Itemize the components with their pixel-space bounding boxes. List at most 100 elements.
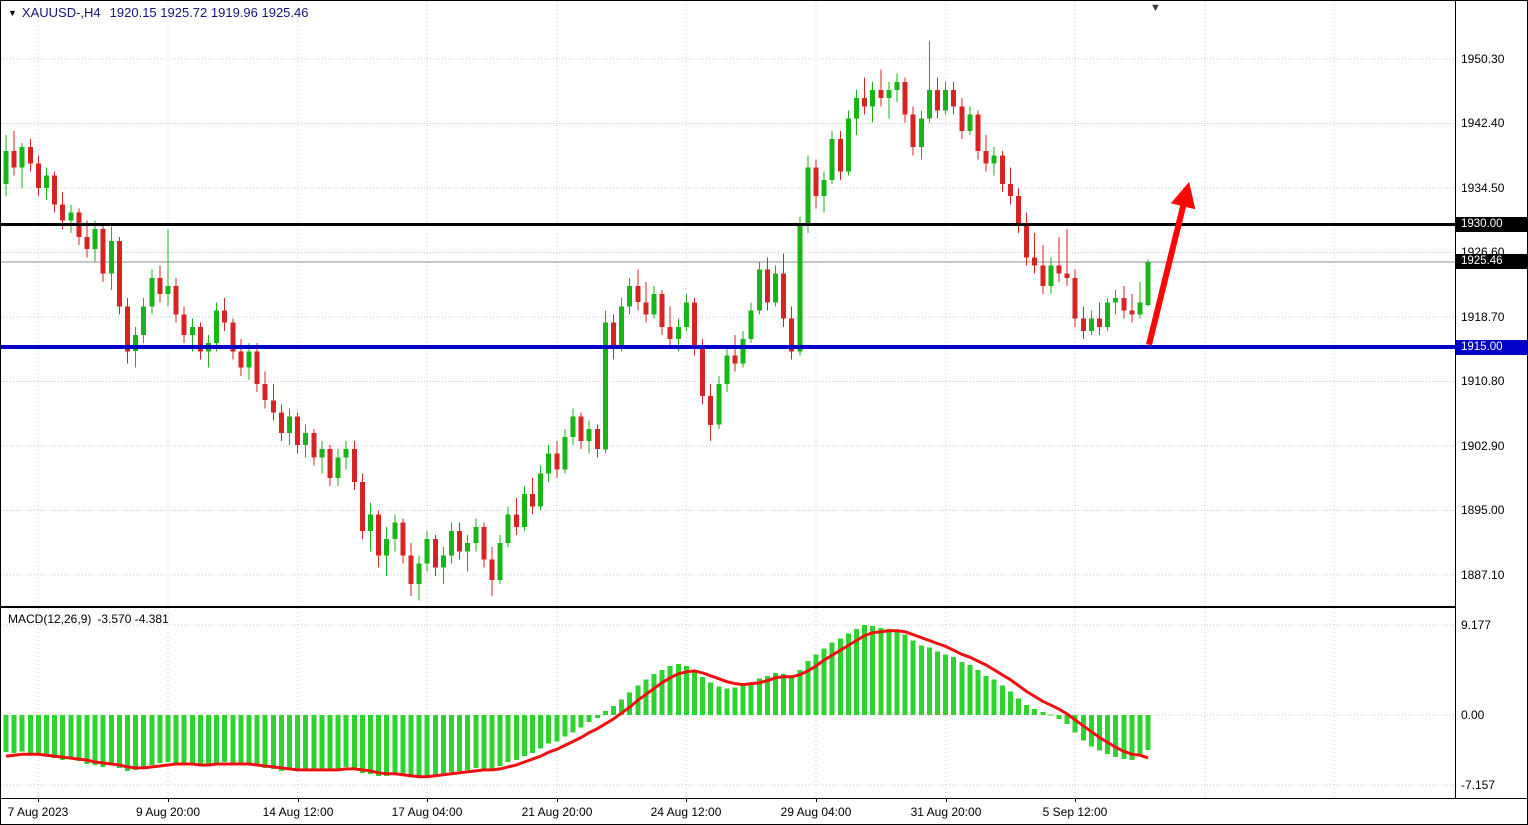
candle bbox=[594, 424, 600, 458]
macd-histogram-bar bbox=[789, 675, 795, 715]
candle bbox=[165, 228, 171, 307]
macd-histogram-bar bbox=[854, 628, 859, 715]
price-tick-label: 1934.50 bbox=[1461, 181, 1505, 195]
candle bbox=[457, 522, 463, 560]
candle bbox=[489, 547, 495, 597]
candle bbox=[262, 371, 268, 409]
time-scale[interactable]: 7 Aug 2023 9 Aug 20:00 14 Aug 12:00 17 Aug … bbox=[1, 798, 1527, 824]
time-tick bbox=[427, 799, 428, 802]
candle bbox=[303, 424, 309, 458]
candle bbox=[327, 445, 333, 486]
macd-histogram-bar bbox=[821, 648, 827, 715]
macd-histogram-bar bbox=[659, 669, 665, 715]
macd-histogram-bar bbox=[52, 715, 58, 759]
macd-histogram-bar bbox=[764, 675, 770, 715]
macd-histogram-bar bbox=[1129, 715, 1135, 761]
macd-histogram-bar bbox=[845, 633, 851, 715]
candle bbox=[270, 383, 276, 421]
macd-histogram-bar bbox=[813, 654, 819, 716]
candle bbox=[635, 269, 641, 311]
price-marker-current: 1925.46 bbox=[1456, 254, 1527, 269]
candle bbox=[1007, 167, 1013, 205]
candle bbox=[1088, 310, 1094, 335]
candle bbox=[351, 441, 357, 491]
macd-histogram-bar bbox=[19, 715, 25, 752]
candle bbox=[878, 69, 884, 107]
macd-histogram-bar bbox=[473, 715, 479, 768]
price-chart-canvas[interactable] bbox=[1, 1, 1455, 606]
macd-indicator-canvas[interactable] bbox=[1, 608, 1455, 798]
macd-histogram-bar bbox=[530, 715, 535, 754]
macd-histogram-bar bbox=[959, 662, 965, 715]
candle bbox=[287, 408, 292, 446]
macd-histogram-bar bbox=[125, 715, 130, 771]
trend-arrow-object[interactable] bbox=[1146, 181, 1196, 346]
chart-shift-marker-icon[interactable]: ▼ bbox=[1150, 2, 1161, 14]
candle bbox=[384, 526, 390, 576]
candle bbox=[829, 130, 835, 184]
time-tick-label: 21 Aug 20:00 bbox=[521, 805, 593, 819]
candle bbox=[432, 535, 438, 576]
macd-histogram-bar bbox=[335, 715, 341, 769]
candle bbox=[222, 298, 228, 331]
candle bbox=[805, 155, 811, 233]
candle bbox=[513, 498, 519, 535]
candle bbox=[76, 208, 82, 246]
candle bbox=[975, 110, 981, 160]
macd-histogram-bar bbox=[546, 715, 552, 744]
pane-divider[interactable] bbox=[1, 606, 1527, 608]
time-tick bbox=[168, 799, 169, 802]
candle bbox=[627, 277, 633, 315]
symbol-dropdown-icon: ▼ bbox=[8, 8, 17, 18]
macd-histogram-bar bbox=[149, 715, 155, 765]
candle bbox=[319, 441, 325, 474]
macd-histogram-bar bbox=[667, 666, 673, 715]
macd-histogram-bar bbox=[157, 715, 163, 763]
candle bbox=[862, 77, 868, 115]
macd-histogram-bar bbox=[27, 715, 33, 754]
candle bbox=[845, 110, 851, 176]
macd-histogram-bar bbox=[724, 688, 730, 715]
macd-histogram-bar bbox=[918, 645, 924, 715]
macd-histogram-bar bbox=[11, 715, 17, 754]
price-marker-support: 1915.00 bbox=[1456, 340, 1527, 355]
price-scale[interactable]: 1950.30 1942.40 1934.50 1926.60 1918.70 1910.… bbox=[1455, 1, 1527, 798]
candle bbox=[246, 343, 252, 380]
macd-histogram-bar bbox=[246, 715, 252, 764]
candle bbox=[740, 330, 746, 368]
macd-histogram-bar bbox=[287, 715, 292, 770]
candle bbox=[781, 253, 787, 327]
candle bbox=[943, 81, 949, 115]
macd-histogram-bar bbox=[214, 715, 220, 763]
candle bbox=[716, 375, 722, 429]
candle bbox=[400, 518, 406, 564]
time-tick-label: 9 Aug 20:00 bbox=[135, 805, 201, 819]
macd-histogram-bar bbox=[505, 715, 511, 762]
candle bbox=[659, 290, 665, 335]
candle bbox=[11, 130, 17, 176]
candle bbox=[935, 77, 940, 119]
macd-histogram-bar bbox=[870, 625, 876, 715]
candle bbox=[44, 167, 49, 201]
candle bbox=[530, 477, 535, 515]
price-tick-label: 1910.80 bbox=[1461, 374, 1505, 388]
macd-histogram-bar bbox=[84, 715, 90, 764]
candle bbox=[562, 428, 568, 474]
macd-histogram bbox=[3, 625, 1151, 778]
candle bbox=[424, 530, 430, 572]
candle bbox=[343, 441, 349, 470]
candle bbox=[295, 412, 301, 454]
macd-histogram-bar bbox=[92, 715, 98, 765]
macd-histogram-bar bbox=[935, 651, 940, 715]
candle bbox=[732, 334, 738, 372]
macd-histogram-bar bbox=[100, 715, 106, 767]
macd-histogram-bar bbox=[675, 664, 681, 715]
candle bbox=[651, 285, 657, 319]
macd-histogram-bar bbox=[748, 682, 754, 715]
macd-histogram-bar bbox=[740, 685, 746, 715]
candle bbox=[1056, 237, 1062, 282]
candle bbox=[991, 147, 997, 176]
macd-histogram-bar bbox=[1145, 715, 1151, 750]
macd-histogram-bar bbox=[1056, 715, 1062, 719]
macd-histogram-bar bbox=[416, 715, 422, 778]
